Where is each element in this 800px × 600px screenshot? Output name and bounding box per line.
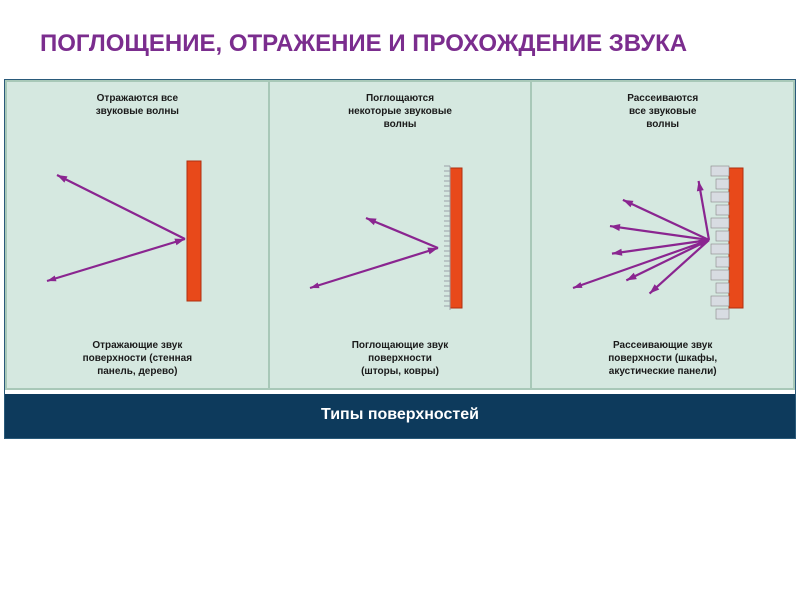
panel-top-label: Рассеиваютсявсе звуковыеволны	[538, 92, 787, 131]
footer-label: Типы поверхностей	[5, 390, 795, 438]
panel-bottom-label: Поглощающие звукповерхности(шторы, ковры…	[276, 339, 525, 378]
panel-diagram-svg	[280, 138, 520, 338]
diagram-container: Отражаются всезвуковые волны Отражающие з…	[4, 79, 796, 439]
panel-reflection: Отражаются всезвуковые волны Отражающие з…	[7, 82, 268, 388]
panel-diagram-svg	[543, 138, 783, 338]
panel-bottom-label: Отражающие звукповерхности (стеннаяпанел…	[13, 339, 262, 378]
panels-row: Отражаются всезвуковые волны Отражающие з…	[5, 80, 795, 390]
page-title: ПОГЛОЩЕНИЕ, ОТРАЖЕНИЕ И ПРОХОЖДЕНИЕ ЗВУК…	[0, 0, 800, 79]
panel-top-label: Поглощаютсянекоторые звуковыеволны	[276, 92, 525, 131]
panel-top-label: Отражаются всезвуковые волны	[13, 92, 262, 118]
panel-bottom-label: Рассеивающие звукповерхности (шкафы,акус…	[538, 339, 787, 378]
panel-scattering: Рассеиваютсявсе звуковыеволны Рассеивающи…	[532, 82, 793, 388]
panel-absorption: Поглощаютсянекоторые звуковыеволны Поглощ…	[270, 82, 531, 388]
panel-diagram-svg	[17, 131, 257, 331]
